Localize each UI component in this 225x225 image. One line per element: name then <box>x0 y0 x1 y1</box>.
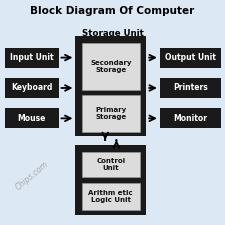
Text: Input Unit: Input Unit <box>10 53 53 62</box>
FancyBboxPatch shape <box>75 145 146 215</box>
FancyBboxPatch shape <box>82 94 140 132</box>
Text: Output Unit: Output Unit <box>165 53 216 62</box>
Text: Control
Unit: Control Unit <box>96 158 125 171</box>
Text: Primary
Storage: Primary Storage <box>95 107 126 119</box>
FancyBboxPatch shape <box>4 48 59 68</box>
FancyBboxPatch shape <box>75 36 146 136</box>
FancyBboxPatch shape <box>160 108 220 128</box>
FancyBboxPatch shape <box>160 78 220 98</box>
Text: Keyboard: Keyboard <box>11 83 52 92</box>
FancyBboxPatch shape <box>4 108 59 128</box>
Text: Block Diagram Of Computer: Block Diagram Of Computer <box>30 6 195 16</box>
FancyBboxPatch shape <box>82 43 140 90</box>
FancyBboxPatch shape <box>4 78 59 98</box>
FancyBboxPatch shape <box>82 152 140 177</box>
FancyBboxPatch shape <box>82 183 140 210</box>
Text: Mouse: Mouse <box>17 114 46 123</box>
Text: Chips.com: Chips.com <box>14 159 50 192</box>
Text: Secondary
Storage: Secondary Storage <box>90 60 132 73</box>
Text: Storage Unit: Storage Unit <box>81 29 144 38</box>
Text: Monitor: Monitor <box>173 114 207 123</box>
Text: Printers: Printers <box>173 83 207 92</box>
Text: Arithm etic
Logic Unit: Arithm etic Logic Unit <box>88 190 133 203</box>
FancyBboxPatch shape <box>160 48 220 68</box>
